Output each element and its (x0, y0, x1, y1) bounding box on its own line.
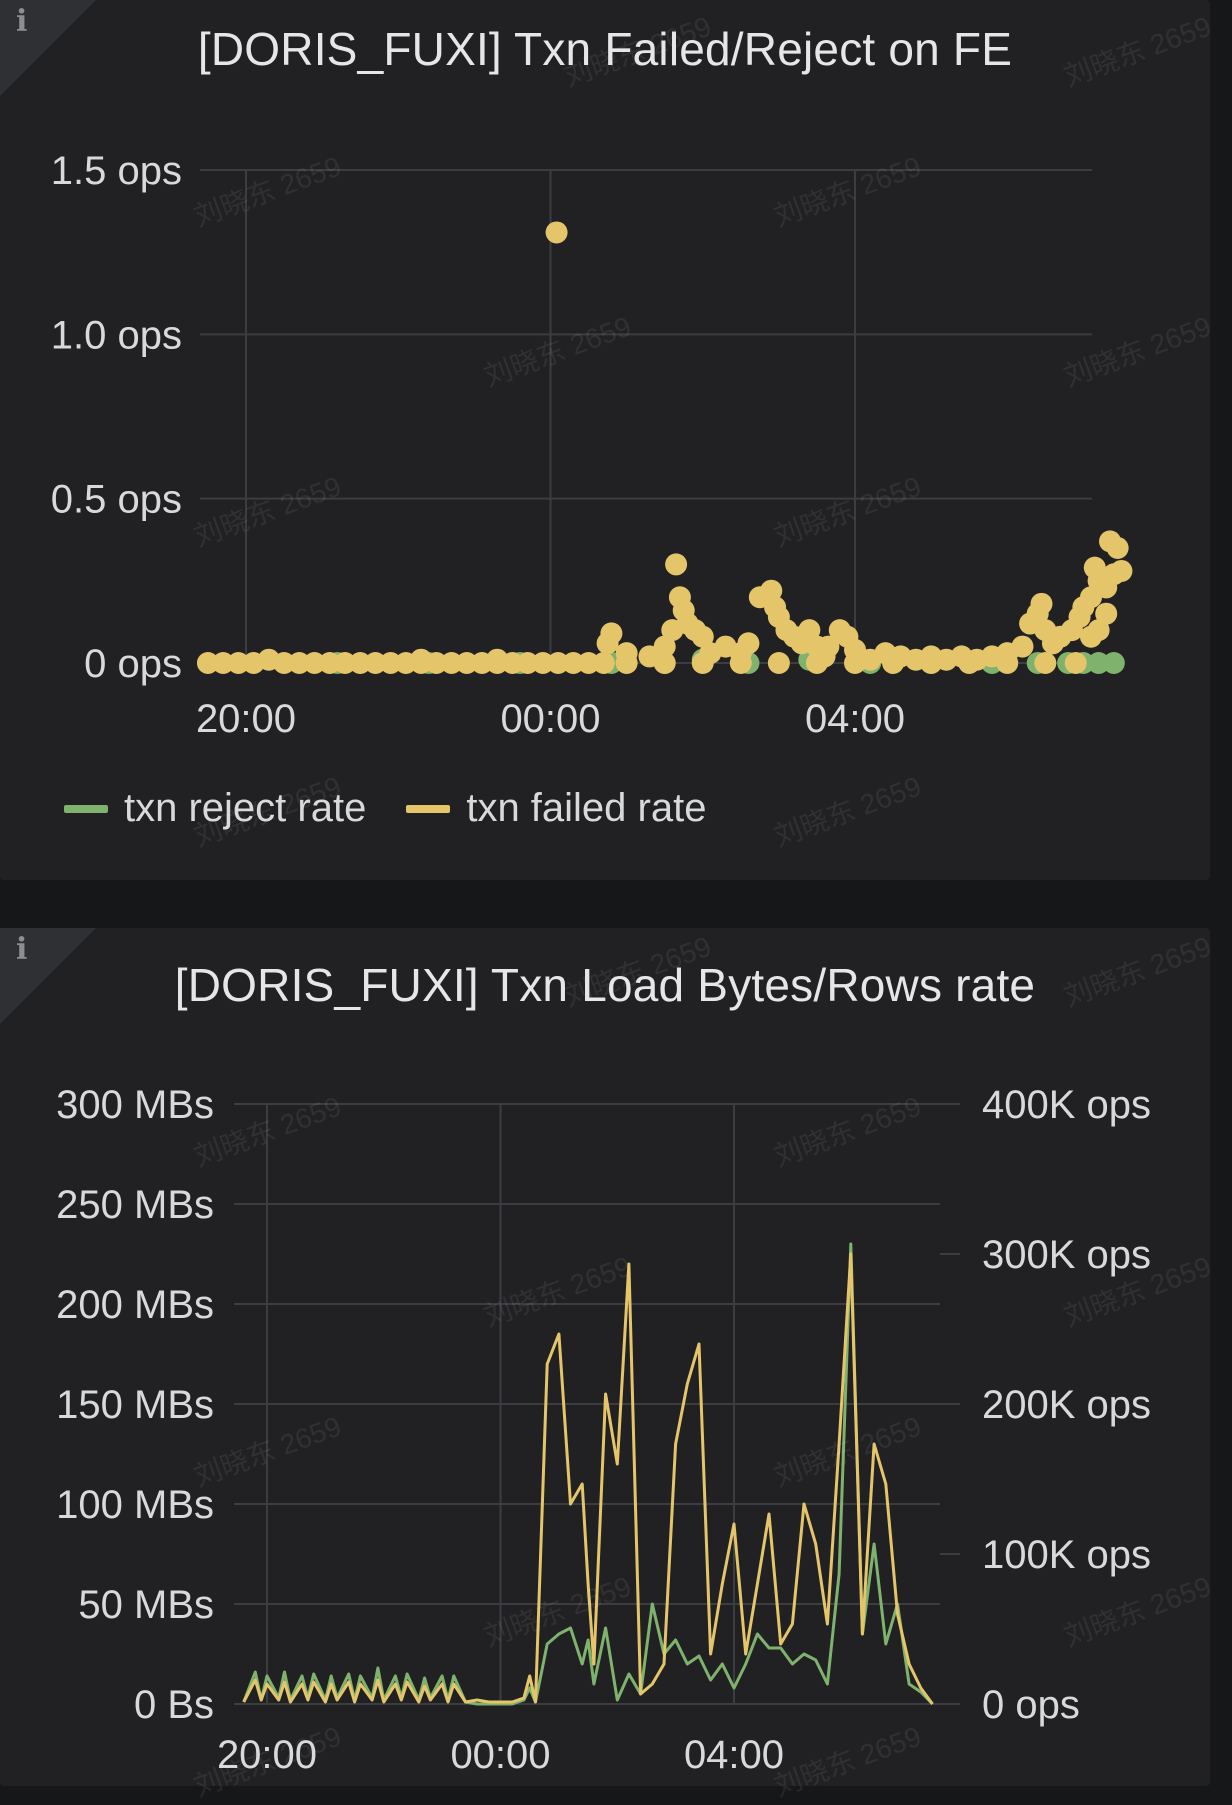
scatter-point (996, 652, 1019, 674)
scatter-point (516, 652, 539, 674)
x-tick-label: 00:00 (500, 697, 600, 741)
info-icon[interactable]: i (16, 932, 28, 967)
scatter-point (486, 648, 509, 671)
scatter-point (1110, 559, 1133, 582)
scatter-point (196, 652, 219, 674)
scatter-point (737, 632, 760, 655)
scatter-point (729, 652, 752, 674)
scatter-point (665, 553, 688, 576)
x-tick-label: 20:00 (217, 1733, 317, 1777)
scatter-point (562, 652, 585, 674)
scatter-point (920, 652, 943, 674)
scatter-point (1034, 652, 1057, 674)
scatter-point (273, 652, 296, 674)
scatter-point (349, 652, 372, 674)
scatter-point (1011, 635, 1034, 658)
legend-swatch-failed (406, 804, 451, 813)
legend-label: txn failed rate (466, 786, 707, 830)
series-txn-failed-rate (196, 221, 1133, 674)
scatter-point (760, 579, 783, 602)
x-tick-label: 04:00 (805, 697, 905, 741)
scatter-point (379, 652, 402, 674)
legend: txn reject rate txn failed rate (64, 786, 706, 831)
scatter-point (691, 652, 714, 674)
scatter-point (805, 652, 828, 674)
y-left-tick-label: 0 Bs (134, 1683, 214, 1727)
series-line-1 (242, 1252, 934, 1705)
scatter-point (817, 635, 840, 658)
scatter-point (455, 652, 478, 674)
y-right-tick-label: 0 ops (982, 1683, 1080, 1727)
scatter-point (958, 652, 981, 674)
scatter-point (767, 652, 790, 674)
x-tick-label: 04:00 (684, 1733, 784, 1777)
y-left-tick-label: 250 MBs (56, 1183, 214, 1227)
scatter-point (531, 652, 554, 674)
scatter-point (615, 652, 638, 674)
panel-txn-failed-reject: i [DORIS_FUXI] Txn Failed/Reject on FE 0… (0, 0, 1210, 880)
legend-label: txn reject rate (124, 786, 367, 830)
scatter-point (1106, 536, 1129, 559)
panel-title: [DORIS_FUXI] Txn Load Bytes/Rows rate (174, 959, 1036, 1011)
scatter-point (1095, 602, 1118, 625)
scatter-point (333, 652, 356, 674)
legend-item-txn-reject-rate[interactable]: txn reject rate (64, 786, 366, 831)
scatter-point (882, 652, 905, 674)
scatter-point (844, 652, 866, 674)
y-right-tick-label: 300K ops (982, 1233, 1151, 1277)
y-tick-label: 0.5 ops (51, 478, 182, 522)
x-tick-label: 00:00 (450, 1733, 550, 1777)
legend-swatch-reject (64, 804, 108, 813)
scatter-point (1064, 652, 1087, 674)
y-left-tick-label: 150 MBs (56, 1383, 214, 1427)
scatter-point (212, 652, 235, 674)
scatter-point (318, 652, 341, 674)
scatter-point (303, 652, 326, 674)
scatter-point (592, 652, 615, 674)
series-line-0 (242, 1242, 934, 1706)
scatter-point (227, 652, 250, 674)
legend-item-txn-failed-rate[interactable]: txn failed rate (406, 786, 706, 831)
scatter-point (1030, 592, 1053, 615)
scatter-point (1079, 625, 1102, 648)
scatter-point (691, 625, 714, 648)
scatter-point (653, 635, 676, 658)
y-right-tick-label: 400K ops (982, 1083, 1151, 1127)
y-right-tick-label: 100K ops (982, 1533, 1151, 1577)
panel-txn-load-bytes-rows: i [DORIS_FUXI] Txn Load Bytes/Rows rate … (0, 928, 1210, 1786)
panel-corner (0, 928, 96, 1024)
scatter-point (547, 652, 570, 674)
scatter-point (577, 652, 600, 674)
scatter-point (440, 652, 463, 674)
panel-corner (0, 0, 96, 96)
scatter-point (653, 652, 676, 674)
x-tick-label: 20:00 (196, 697, 296, 741)
scatter-point (798, 619, 821, 642)
scatter-point (364, 652, 387, 674)
y-tick-label: 0 ops (84, 642, 182, 686)
scatter-point (288, 652, 311, 674)
scatter-point (545, 221, 568, 244)
scatter-point (600, 622, 623, 645)
panel-title: [DORIS_FUXI] Txn Failed/Reject on FE (197, 23, 1013, 75)
y-left-tick-label: 100 MBs (56, 1483, 214, 1527)
y-left-tick-label: 200 MBs (56, 1283, 214, 1327)
y-tick-label: 1.5 ops (51, 149, 182, 193)
scatter-chart: 0 ops 0.5 ops 1.0 ops 1.5 ops 20:00 00:00 04:0… (51, 149, 1133, 741)
y-left-tick-label: 300 MBs (56, 1083, 214, 1127)
y-right-tick-label: 200K ops (982, 1383, 1151, 1427)
scatter-point (1102, 652, 1125, 674)
scatter-point (410, 648, 433, 671)
y-tick-label: 1.0 ops (51, 313, 182, 357)
info-icon[interactable]: i (16, 4, 28, 39)
line-chart: 0 Bs 50 MBs 100 MBs 150 MBs 200 MBs 250 MBs 30… (56, 1083, 1151, 1777)
y-left-tick-label: 50 MBs (78, 1583, 214, 1627)
scatter-point (1087, 652, 1110, 674)
